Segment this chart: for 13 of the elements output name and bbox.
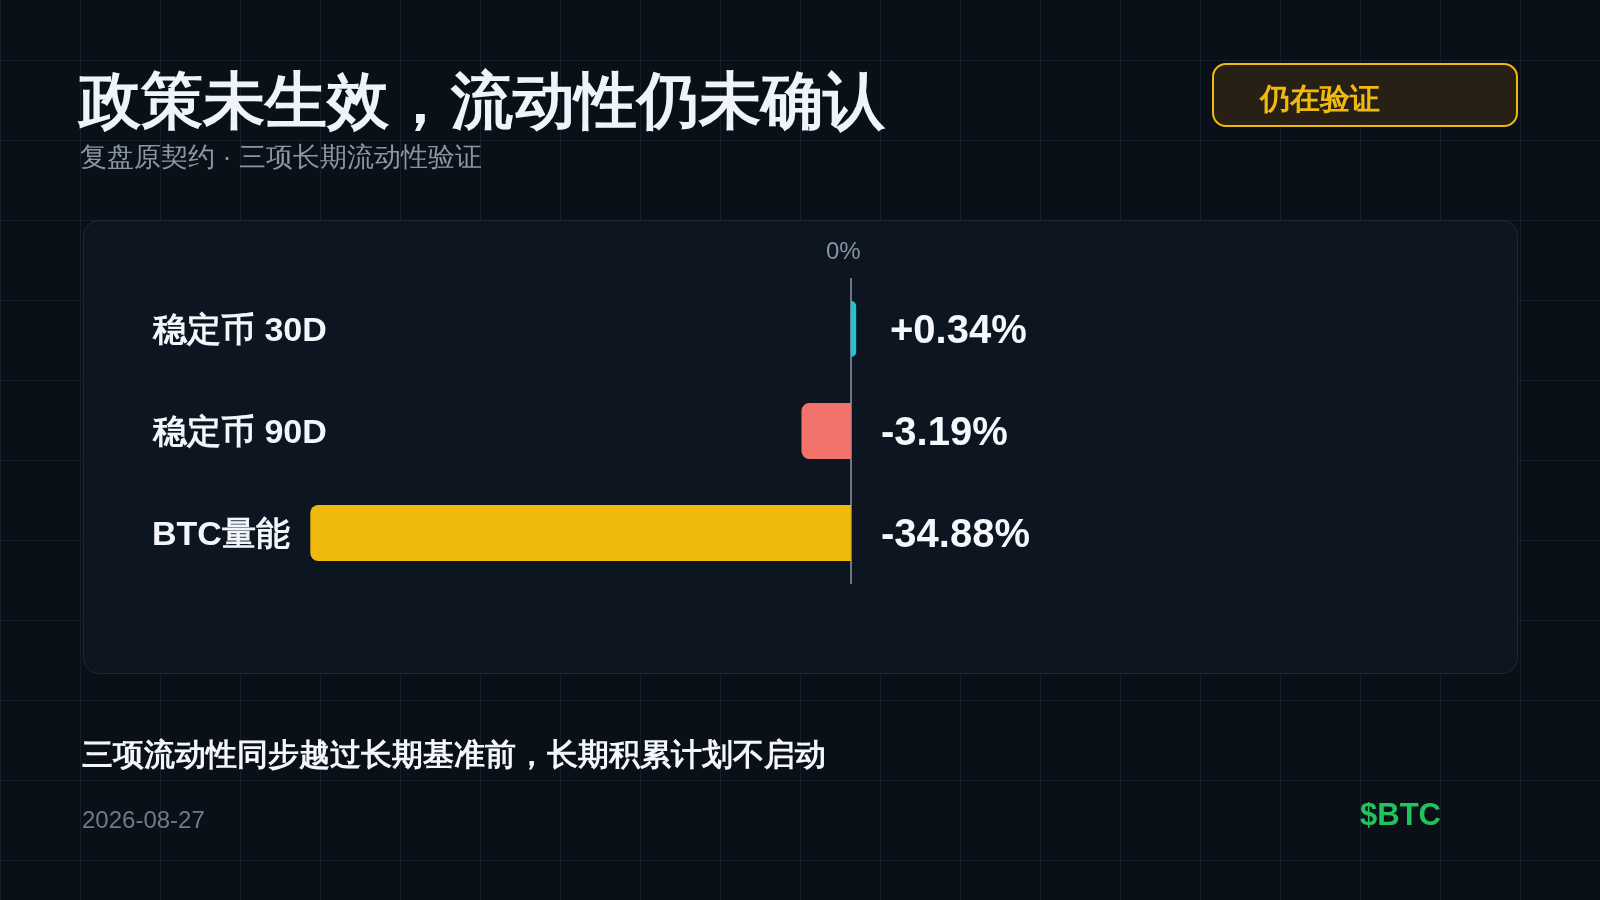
text: $BTC	[1360, 797, 1441, 833]
text: 0%	[826, 237, 861, 264]
text: 仍在验证	[1260, 82, 1380, 117]
data-label: -34.88%	[881, 511, 1030, 555]
y-tick-label: BTC量能	[152, 514, 290, 552]
y-tick-label: 稳定币 90D	[152, 412, 327, 450]
text: 2026-08-27	[82, 806, 205, 834]
chart-subtitle: 复盘原契约 · 三项长期流动性验证	[80, 142, 482, 174]
text: 三项流动性同步越过长期基准前，长期积累计划不启动	[82, 737, 826, 773]
data-label: -3.19%	[881, 409, 1008, 453]
y-tick-label: 稳定币 30D	[152, 310, 327, 348]
data-label: +0.34%	[890, 307, 1027, 351]
chart-title: 政策未生效，流动性仍未确认	[79, 65, 885, 137]
